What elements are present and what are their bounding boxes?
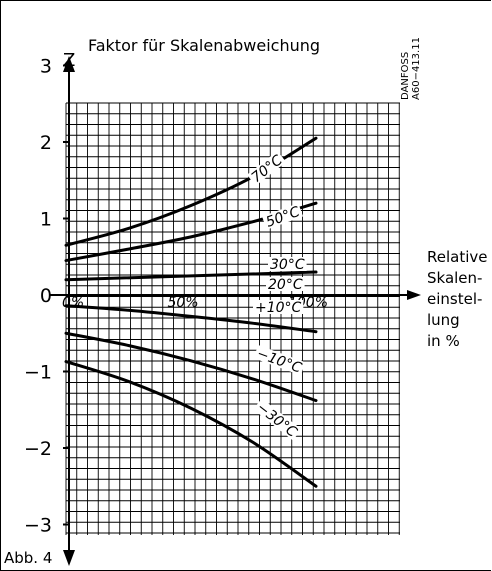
doc-code-line-2: A60−413.11: [411, 37, 422, 100]
y-tick-label: −3: [24, 515, 52, 537]
series-line: [64, 304, 318, 334]
series-label-bg: [253, 398, 302, 441]
series-label-bg: [253, 300, 304, 314]
series-line: [64, 331, 318, 403]
x-axis-label-line-5: in %: [427, 332, 460, 350]
y-tick-label: 3: [40, 56, 52, 78]
series-label-bg: [253, 345, 306, 376]
doc-code-line-1: DANFOSS: [400, 52, 411, 100]
y-axis-arrow-down: [63, 550, 75, 566]
series-label: 30°C: [270, 257, 305, 273]
x-tick-label: 50%: [167, 295, 198, 311]
y-axis-label: Z: [63, 50, 75, 71]
series-line: [64, 270, 318, 282]
x-axis-label-line-4: lung: [427, 311, 460, 329]
x-tick-label: 0%: [62, 295, 84, 311]
series-label: 20°C: [268, 277, 303, 293]
series-label-group: 50°C: [262, 203, 304, 231]
series-label-group: +10°C: [253, 300, 304, 316]
series-label-bg: [266, 277, 305, 291]
series-label-group: 20°C: [266, 277, 305, 293]
series-label-bg: [262, 203, 304, 230]
series-label: 50°C: [264, 204, 302, 231]
axes: [50, 56, 421, 566]
x-axis-label-line-1: Relative: [427, 248, 488, 266]
series-label-bg: [247, 151, 287, 186]
doc-code: DANFOSS A60−413.11: [400, 37, 422, 100]
x-axis-label-line-2: Skalen-: [427, 269, 482, 287]
y-axis-arrow-up: [63, 56, 75, 72]
figure-label: Abb. 4: [4, 549, 52, 567]
x-axis-label-line-3: einstel-: [427, 290, 482, 308]
y-tick-label: 1: [40, 209, 52, 231]
grid: [65, 102, 400, 535]
y-tick-label: 2: [40, 132, 52, 154]
x-axis-arrow: [407, 290, 421, 300]
series-label-bg: [268, 257, 307, 271]
y-tick-label: 0: [40, 285, 52, 307]
series-label: −30°C: [254, 400, 301, 441]
series-label-group: 30°C: [268, 257, 307, 273]
y-tick-labels: 3 2 1 0 −1 −2 −3: [24, 56, 69, 537]
series-line: [64, 360, 318, 488]
y-tick-label: −2: [24, 438, 52, 460]
chart-title: Faktor für Skalenabweichung: [88, 36, 320, 55]
series-label: +10°C: [255, 300, 302, 316]
x-axis-side-label: Relative Skalen- einstel- lung in %: [427, 248, 488, 350]
y-tick-label: −1: [24, 362, 52, 384]
